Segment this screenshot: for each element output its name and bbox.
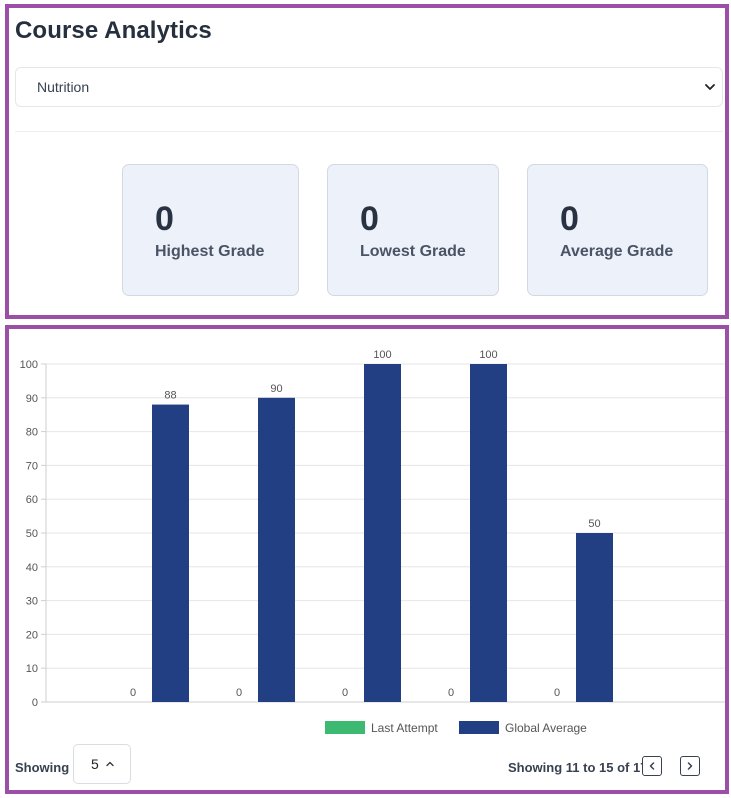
bar-global-average [364,364,401,702]
stat-value: 0 [560,200,579,238]
stat-card-average: 0 Average Grade [527,164,708,296]
y-tick-label: 60 [26,494,38,506]
page-title: Course Analytics [15,17,212,44]
chevron-right-icon [687,762,693,770]
y-tick-label: 100 [20,359,38,371]
data-label: 50 [588,518,600,530]
stat-label: Average Grade [560,243,674,260]
chart-panel: 0 10 20 30 40 50 60 70 80 90 100 0 0 0 0 0 88 90 100 100 50 L… [5,325,729,794]
stat-label: Highest Grade [155,243,265,260]
chevron-up-icon [106,761,114,767]
data-label: 88 [164,390,176,402]
y-tick-label: 10 [26,663,38,675]
divider [15,131,723,132]
stat-value: 0 [155,200,174,238]
data-label: 0 [448,687,454,699]
bar-global-average [258,397,295,702]
bar-global-average [470,364,507,702]
chevron-left-icon [649,762,655,770]
pagination-range: Showing 11 to 15 of 17 [508,760,648,775]
data-label: 0 [342,687,348,699]
summary-panel: Course Analytics Nutrition 0 Highest Gra… [5,4,729,319]
y-tick-label: 50 [26,528,38,540]
legend-label: Global Average [505,721,587,735]
data-label: 90 [270,383,282,395]
data-label: 100 [479,349,497,361]
data-label: 100 [373,349,391,361]
y-tick-label: 40 [26,562,38,574]
page-size-select[interactable]: 5 [73,744,131,784]
legend-swatch [459,721,499,734]
stat-card-highest: 0 Highest Grade [122,164,299,296]
course-select-value: Nutrition [37,79,90,95]
course-select[interactable]: Nutrition [15,67,723,107]
y-tick-label: 20 [26,629,38,641]
y-tick-label: 30 [26,596,38,608]
stat-card-lowest: 0 Lowest Grade [327,164,499,296]
stat-label: Lowest Grade [360,243,466,260]
data-label: 0 [236,687,242,699]
stat-value: 0 [360,200,379,238]
y-tick-label: 70 [26,460,38,472]
next-page-button[interactable] [680,756,700,776]
legend-label: Last Attempt [371,721,438,735]
bar-global-average [576,533,613,702]
prev-page-button[interactable] [642,756,662,776]
y-tick-label: 80 [26,427,38,439]
showing-label: Showing [15,760,70,775]
y-tick-label: 90 [26,393,38,405]
page-size-value: 5 [91,756,99,772]
chevron-down-icon [705,84,715,90]
y-tick-label: 0 [32,697,38,709]
data-label: 0 [554,687,560,699]
legend-swatch [325,721,365,734]
data-label: 0 [130,687,136,699]
bar-global-average [152,404,189,702]
grades-bar-chart: 0 10 20 30 40 50 60 70 80 90 100 0 0 0 0 0 88 90 100 100 50 L… [20,349,725,735]
